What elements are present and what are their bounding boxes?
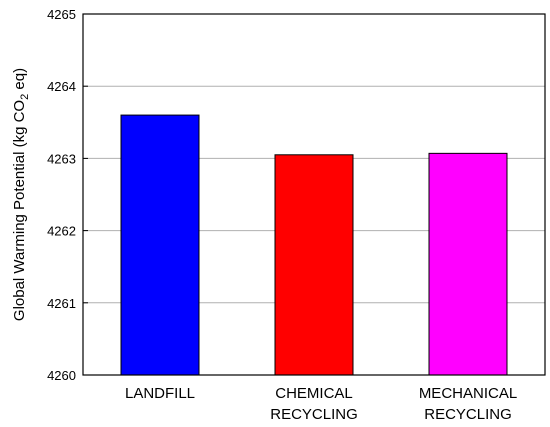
- x-axis-categories: LANDFILL CHEMICAL RECYCLING MECHANICAL RECYC…: [125, 385, 517, 423]
- y-tick-label: 4262: [47, 224, 76, 239]
- x-category-label: LANDFILL: [125, 385, 195, 402]
- x-category-label: CHEMICAL: [275, 385, 353, 402]
- x-category-label: RECYCLING: [424, 406, 512, 423]
- y-tick-label: 4265: [47, 7, 76, 22]
- bar: [428, 152, 508, 376]
- y-tick-label: 4263: [47, 151, 76, 166]
- y-axis-title-end: eq): [11, 68, 28, 94]
- bar: [274, 154, 354, 376]
- bars: [120, 114, 508, 376]
- y-axis-ticks: 4260 4261 4262 4263 4264 4265: [47, 7, 88, 383]
- x-category-label: MECHANICAL: [419, 385, 517, 402]
- bar: [120, 114, 200, 376]
- x-category-label: RECYCLING: [270, 406, 358, 423]
- y-axis-title-main: Global Warming Potential (kg CO: [11, 100, 28, 321]
- y-axis-title: Global Warming Potential (kg CO2 eq): [11, 68, 31, 321]
- y-tick-label: 4264: [47, 79, 76, 94]
- y-tick-label: 4261: [47, 296, 76, 311]
- plot-frame: [82, 13, 546, 376]
- y-axis-title-subscript: 2: [19, 94, 31, 100]
- y-tick-label: 4260: [47, 368, 76, 383]
